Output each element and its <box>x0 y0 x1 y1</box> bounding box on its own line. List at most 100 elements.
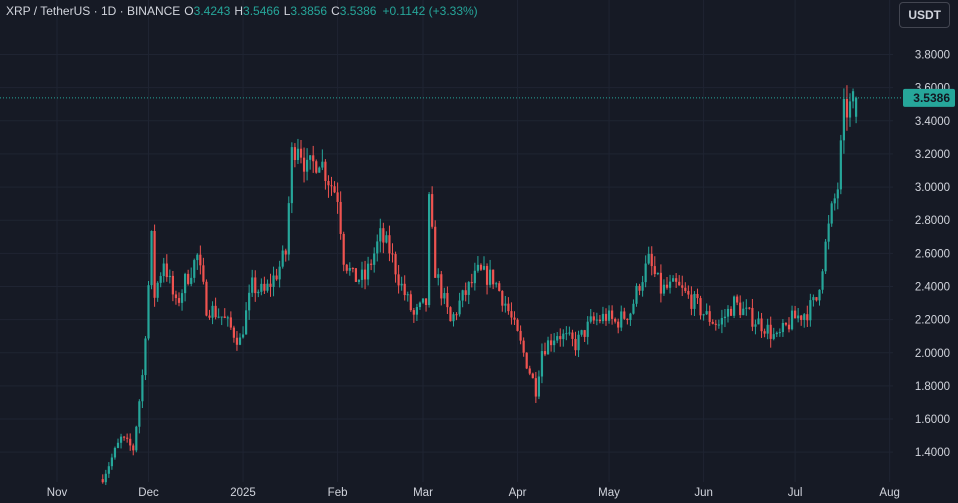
legend-separator: · <box>90 4 101 18</box>
candle-body <box>778 332 781 334</box>
candle-body <box>589 316 592 322</box>
candle-body <box>534 378 537 397</box>
candle-body <box>492 269 495 285</box>
candle-body <box>812 297 815 301</box>
candle-body <box>324 161 327 181</box>
candle-body <box>638 285 641 291</box>
candle-body <box>571 332 574 339</box>
x-tick-label: Nov <box>47 487 68 499</box>
candle-body <box>199 254 202 266</box>
candle-body <box>598 319 601 322</box>
interval[interactable]: 1D <box>100 4 117 18</box>
candle-body <box>696 293 699 299</box>
candle-body <box>498 283 501 291</box>
candle-body <box>135 426 138 451</box>
candle-body <box>336 192 339 202</box>
candle-body <box>659 272 662 294</box>
candle-body <box>431 194 434 227</box>
candle-body <box>629 313 632 321</box>
candle-body <box>611 310 614 319</box>
candle-body <box>705 311 708 315</box>
candle-body <box>482 266 486 270</box>
candle-body <box>406 294 409 296</box>
close-value: 3.5386 <box>339 4 377 18</box>
candle-body <box>123 436 126 438</box>
candle-body <box>382 228 385 243</box>
candle-body <box>784 323 788 325</box>
candle-body <box>824 241 827 272</box>
candle-body <box>190 277 193 284</box>
candle-body <box>855 97 858 117</box>
candle-body <box>153 231 156 298</box>
candle-body <box>790 310 794 330</box>
candle-body <box>241 334 245 338</box>
candle-body <box>751 307 754 327</box>
candle-body <box>467 282 470 295</box>
candle-body <box>437 274 440 278</box>
candle-body <box>168 275 171 278</box>
candle-body <box>775 332 778 335</box>
candle-body <box>748 307 751 309</box>
candle-body <box>684 287 687 291</box>
candle-body <box>376 241 379 254</box>
candle-body <box>132 445 135 451</box>
y-tick-label: 3.8000 <box>915 50 950 62</box>
x-tick-label: Jun <box>694 487 713 499</box>
candle-body <box>516 319 519 331</box>
candle-body <box>330 185 333 187</box>
candle-body <box>187 273 190 284</box>
candle-body <box>592 316 595 321</box>
candle-body <box>318 167 321 173</box>
candle-body <box>461 290 464 301</box>
y-tick-label: 2.8000 <box>915 215 950 227</box>
candle-body <box>138 401 141 427</box>
high-value: 3.5466 <box>243 4 280 18</box>
candle-body <box>424 298 428 306</box>
candle-body <box>650 253 653 267</box>
candle-body <box>260 283 263 292</box>
candle-body <box>290 147 293 204</box>
candle-body <box>354 268 357 282</box>
high-label: H <box>234 4 244 18</box>
candle-body <box>726 308 730 317</box>
candle-body <box>232 327 235 338</box>
candle-body <box>202 265 205 282</box>
candle-body <box>586 321 589 337</box>
candle-body <box>519 330 522 341</box>
candle-body <box>287 203 290 255</box>
candle-body <box>113 447 117 458</box>
candle-body <box>156 282 159 298</box>
candle-body <box>821 271 824 290</box>
candle-body <box>580 330 583 335</box>
candle-body <box>556 336 559 341</box>
time-axis[interactable]: Nov Dec 2025 Feb Mar Apr May Jun Jul Aug <box>47 487 900 499</box>
y-tick-label: 1.6000 <box>915 414 950 426</box>
candle-body <box>296 148 300 161</box>
change-value: +0.1142 (+3.33%) <box>382 4 478 18</box>
candle-body <box>409 294 412 311</box>
candle-body <box>162 263 165 277</box>
candle-body <box>116 442 120 448</box>
candle-body <box>281 250 284 267</box>
candle-body <box>620 311 623 328</box>
candle-body <box>266 283 269 291</box>
candle-body <box>702 314 705 316</box>
candle-body <box>763 331 766 334</box>
exchange: BINANCE <box>126 4 181 18</box>
candle-body <box>604 313 608 321</box>
candle-body <box>443 293 446 299</box>
candle-body <box>647 253 650 264</box>
candle-body <box>251 277 254 293</box>
currency-button[interactable]: USDT <box>899 2 950 28</box>
symbol-name[interactable]: XRP / TetherUS <box>6 4 91 18</box>
candle-body <box>565 333 568 335</box>
candle-body <box>309 155 312 160</box>
x-tick-label: 2025 <box>230 487 256 499</box>
candle-body <box>839 140 842 190</box>
candle-body <box>278 266 281 280</box>
candle-body <box>171 275 174 295</box>
candle-body <box>284 250 287 255</box>
candle-body <box>830 203 833 224</box>
candle-body <box>299 148 303 158</box>
